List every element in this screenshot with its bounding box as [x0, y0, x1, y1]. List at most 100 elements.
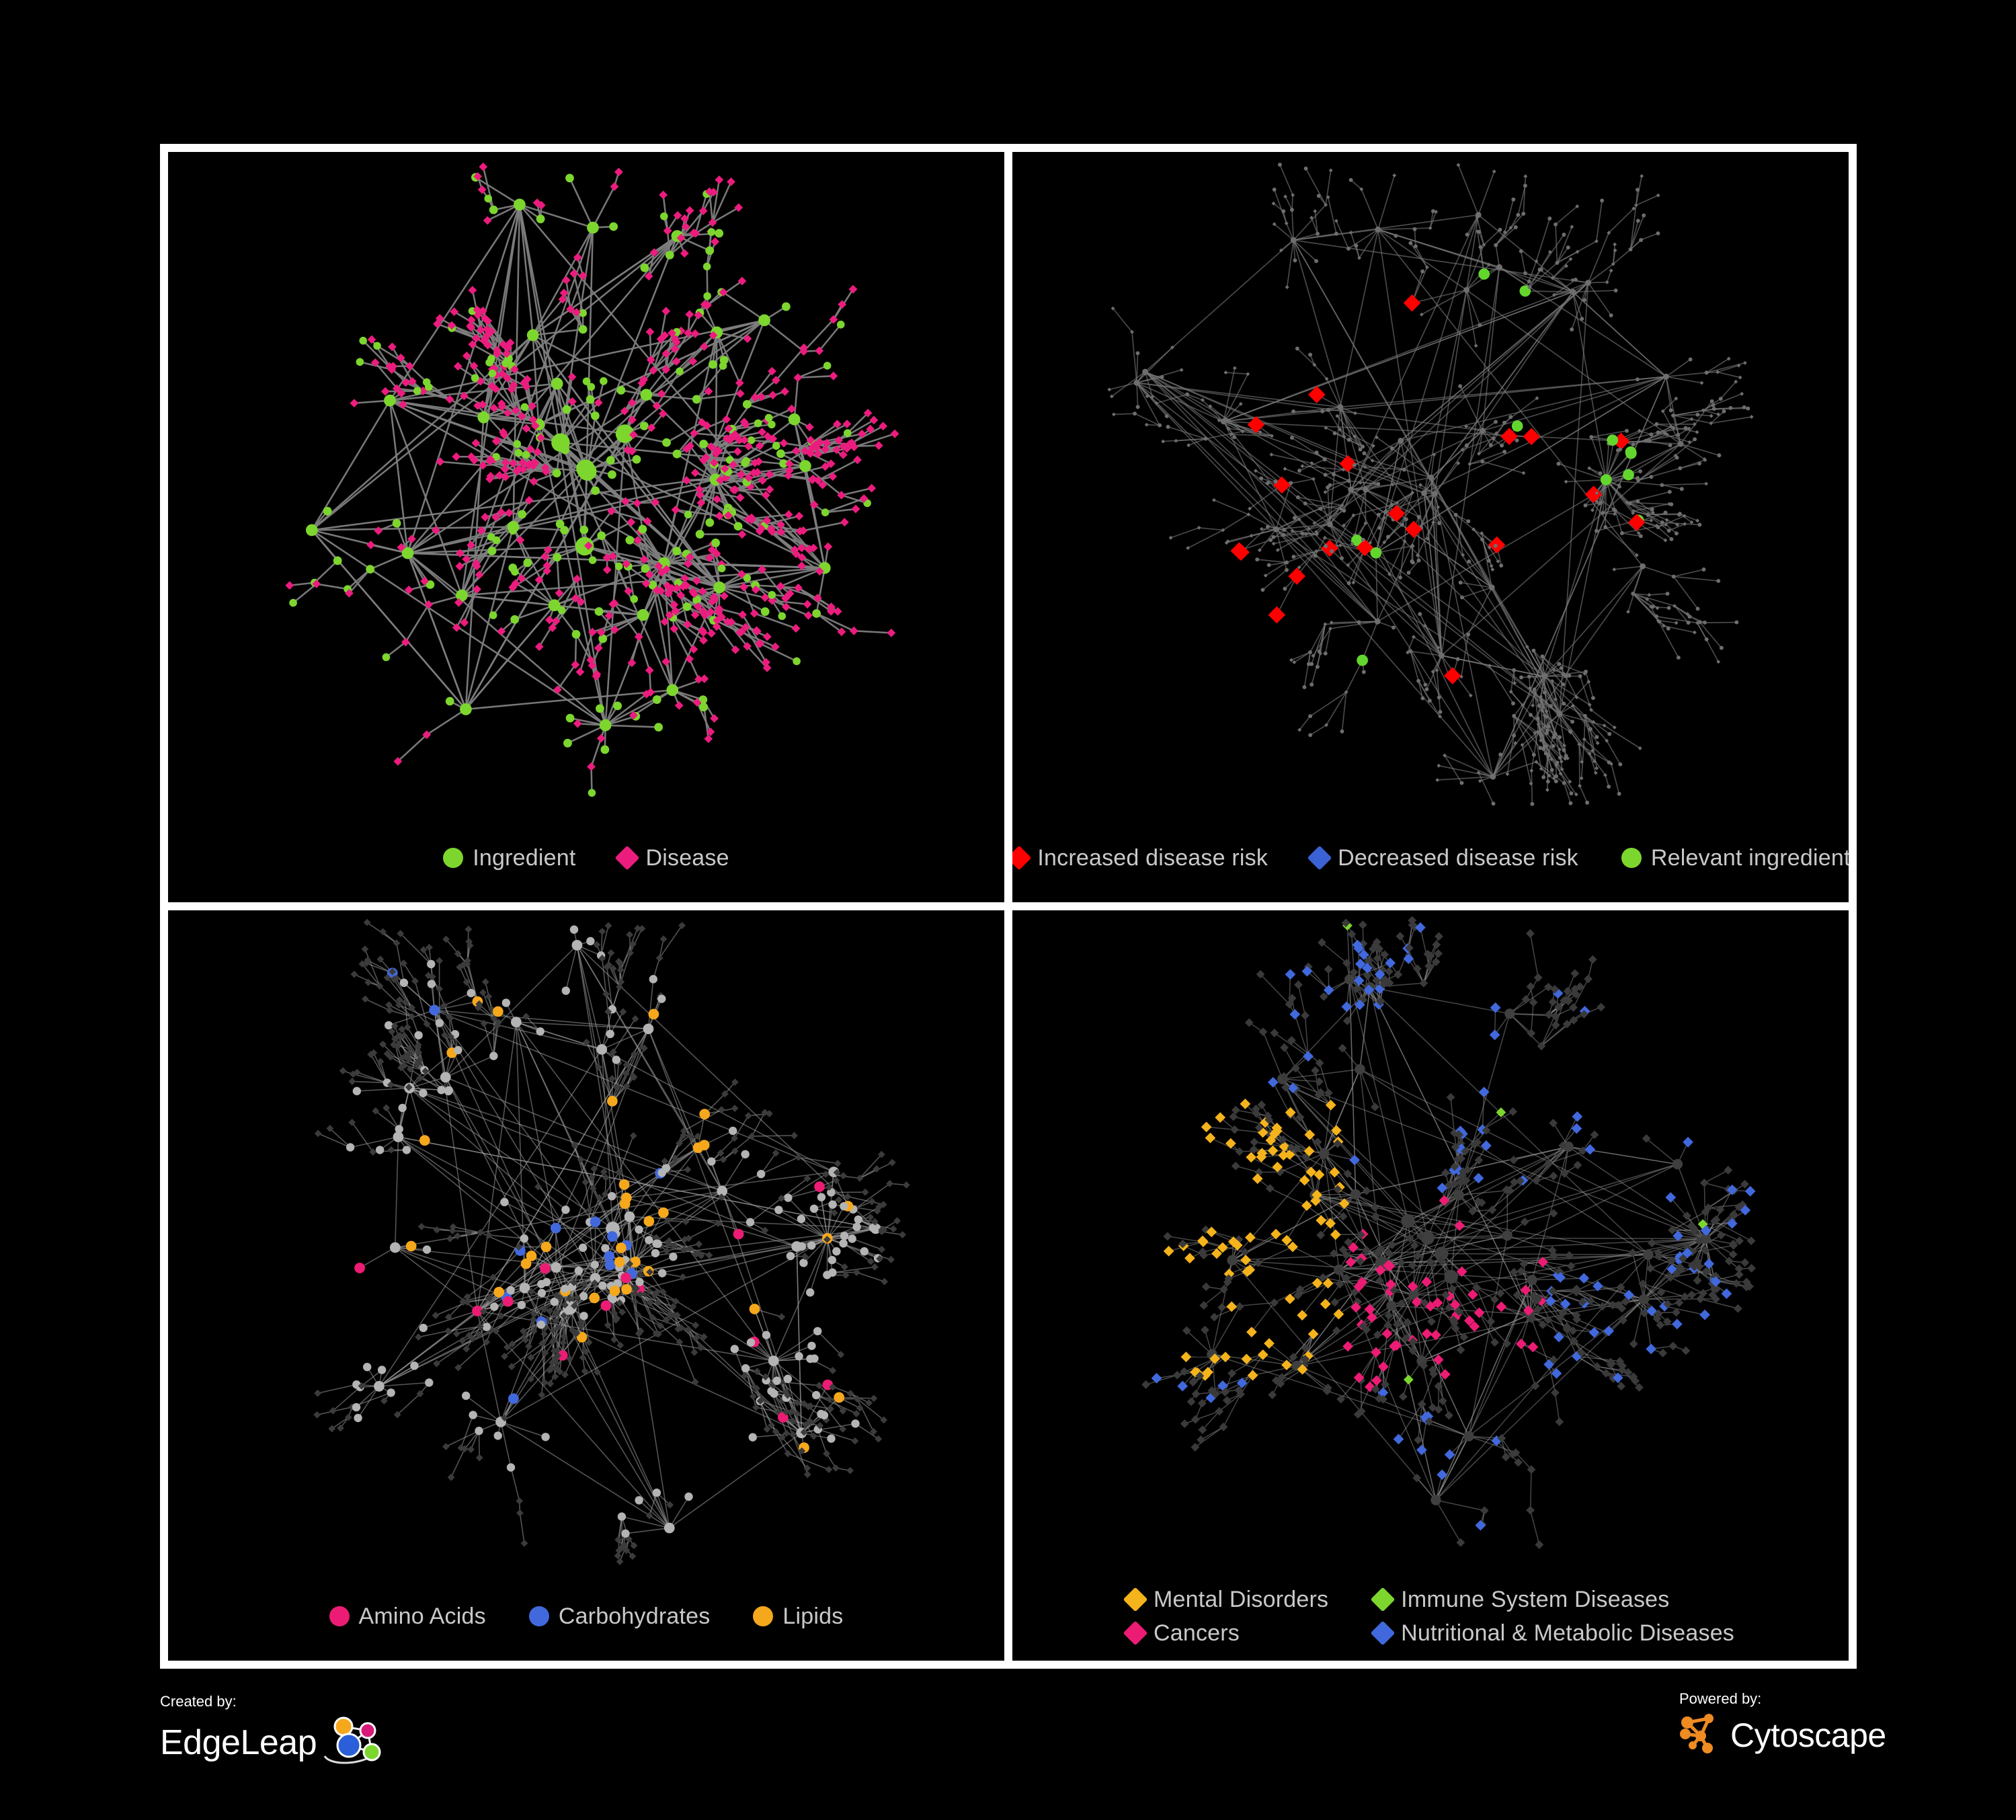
network-node[interactable]	[1525, 929, 1535, 938]
network-node[interactable]	[676, 1140, 683, 1147]
network-node[interactable]	[788, 413, 801, 426]
network-node[interactable]	[1363, 984, 1375, 996]
network-node[interactable]	[1572, 990, 1581, 999]
network-node[interactable]	[1362, 451, 1367, 456]
network-node[interactable]	[713, 495, 722, 504]
network-node[interactable]	[700, 674, 709, 683]
network-node[interactable]	[1451, 1142, 1460, 1152]
network-node[interactable]	[722, 415, 731, 424]
network-node[interactable]	[1303, 1051, 1314, 1062]
network-node[interactable]	[533, 447, 542, 457]
network-node[interactable]	[481, 978, 489, 986]
network-node[interactable]	[1677, 1265, 1686, 1274]
network-node[interactable]	[419, 1135, 430, 1146]
network-node[interactable]	[682, 1218, 690, 1226]
network-node[interactable]	[501, 998, 511, 1007]
network-node[interactable]	[574, 1266, 583, 1275]
network-node[interactable]	[444, 1327, 452, 1335]
network-node[interactable]	[509, 459, 518, 468]
network-node[interactable]	[1513, 680, 1517, 685]
network-node[interactable]	[1377, 1387, 1389, 1398]
network-node[interactable]	[548, 623, 557, 633]
network-node[interactable]	[1206, 1226, 1217, 1238]
network-node[interactable]	[739, 582, 748, 592]
network-node[interactable]	[1616, 1283, 1625, 1292]
network-node[interactable]	[582, 1038, 590, 1046]
network-node[interactable]	[851, 1419, 860, 1428]
network-node[interactable]	[1385, 978, 1394, 988]
network-node[interactable]	[744, 1112, 752, 1119]
network-node[interactable]	[1665, 592, 1670, 596]
network-node[interactable]	[769, 1381, 777, 1389]
network-node[interactable]	[565, 173, 574, 183]
network-node[interactable]	[1508, 1107, 1518, 1116]
network-node[interactable]	[1270, 1029, 1279, 1037]
network-graph-ingredient-disease[interactable]	[168, 152, 1004, 814]
network-node[interactable]	[477, 1322, 484, 1331]
network-node[interactable]	[1607, 760, 1611, 764]
network-node[interactable]	[1582, 672, 1587, 676]
network-node[interactable]	[661, 565, 671, 574]
network-node[interactable]	[1269, 452, 1274, 457]
network-node[interactable]	[427, 980, 436, 988]
network-node[interactable]	[551, 1373, 559, 1380]
network-node[interactable]	[616, 966, 624, 974]
network-node[interactable]	[661, 1157, 669, 1165]
network-node[interactable]	[1369, 945, 1377, 954]
network-node[interactable]	[793, 373, 803, 383]
network-node[interactable]	[809, 543, 818, 553]
network-node[interactable]	[1598, 1302, 1607, 1311]
network-node[interactable]	[452, 623, 461, 632]
network-node[interactable]	[1474, 1307, 1485, 1318]
network-node[interactable]	[1637, 428, 1642, 433]
network-node[interactable]	[522, 450, 530, 459]
network-node[interactable]	[387, 342, 397, 352]
network-node[interactable]	[1308, 714, 1313, 719]
network-node[interactable]	[1711, 407, 1716, 411]
network-node[interactable]	[431, 526, 440, 535]
network-node[interactable]	[1362, 1325, 1371, 1335]
network-node[interactable]	[1312, 521, 1317, 525]
network-node[interactable]	[1728, 405, 1733, 410]
network-node[interactable]	[1686, 621, 1691, 625]
network-node[interactable]	[1570, 969, 1580, 978]
network-node[interactable]	[489, 611, 497, 619]
network-node[interactable]	[665, 251, 674, 260]
network-node[interactable]	[1385, 957, 1396, 969]
network-node[interactable]	[579, 309, 587, 317]
network-node[interactable]	[782, 1408, 790, 1416]
network-node[interactable]	[1557, 662, 1562, 666]
network-node[interactable]	[1704, 481, 1709, 486]
network-node[interactable]	[1319, 1148, 1330, 1159]
network-node[interactable]	[810, 1432, 817, 1440]
network-node[interactable]	[763, 432, 772, 441]
network-node[interactable]	[540, 1263, 551, 1274]
network-node[interactable]	[385, 1001, 393, 1009]
network-node[interactable]	[591, 1279, 599, 1287]
network-node[interactable]	[1277, 163, 1282, 167]
network-node[interactable]	[462, 1345, 471, 1353]
network-node[interactable]	[706, 727, 715, 736]
network-node[interactable]	[813, 594, 822, 602]
network-node[interactable]	[1574, 792, 1578, 797]
network-node[interactable]	[1711, 1294, 1720, 1304]
network-node[interactable]	[1333, 1308, 1344, 1320]
network-node[interactable]	[1512, 668, 1517, 672]
network-node[interactable]	[795, 1352, 803, 1361]
network-node[interactable]	[382, 1104, 391, 1112]
network-node[interactable]	[645, 666, 654, 675]
network-node[interactable]	[396, 353, 405, 362]
network-node[interactable]	[573, 1294, 581, 1302]
network-node[interactable]	[1554, 779, 1558, 784]
network-node[interactable]	[561, 276, 571, 285]
network-node[interactable]	[1549, 1355, 1558, 1364]
network-node[interactable]	[590, 411, 600, 420]
network-node[interactable]	[503, 374, 512, 383]
network-node[interactable]	[622, 1546, 631, 1554]
network-node[interactable]	[542, 1277, 551, 1287]
network-node[interactable]	[1671, 426, 1676, 430]
network-node[interactable]	[1660, 520, 1664, 525]
network-node[interactable]	[473, 305, 482, 315]
network-node[interactable]	[1425, 1301, 1436, 1312]
network-node[interactable]	[657, 994, 666, 1003]
